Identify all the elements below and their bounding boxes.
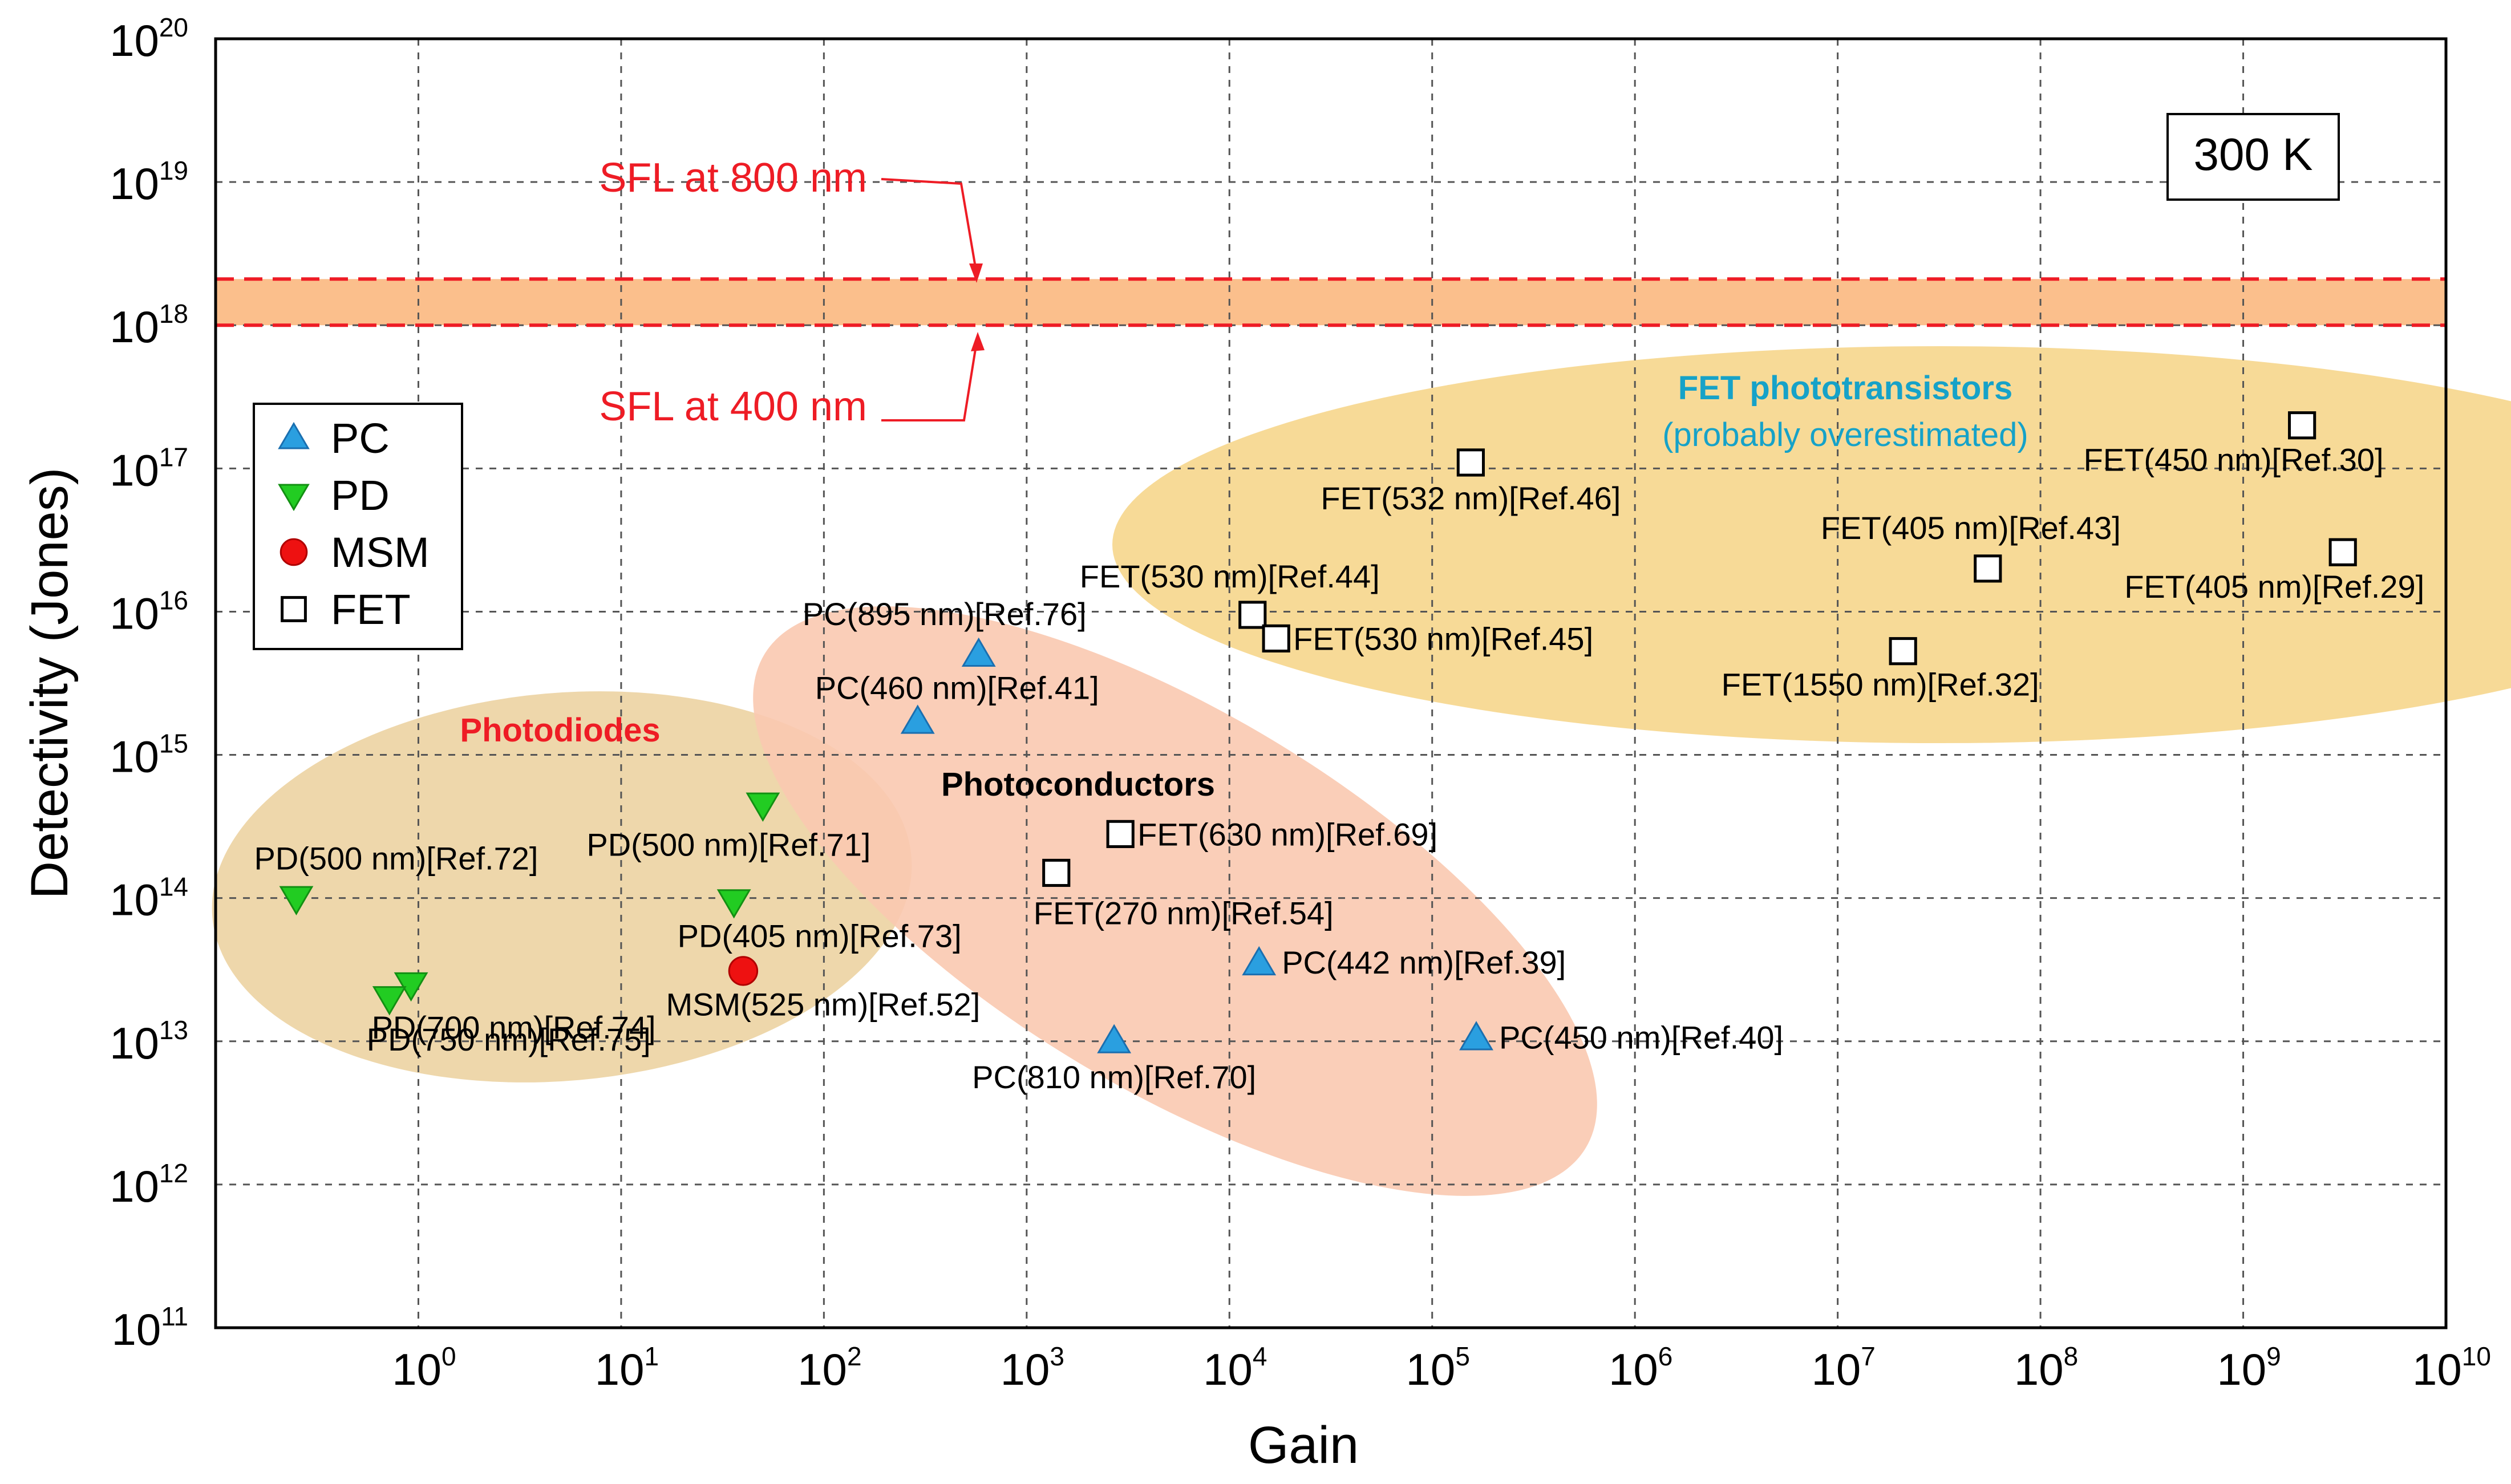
label-fet-5: FET(530 nm)[Ref.45] [1293,621,1593,656]
marker-fet-5 [1262,624,1290,653]
label-pc-3: PC(810 nm)[Ref.70] [972,1059,1256,1095]
marker-pc-0 [961,637,996,667]
label-fet-4: FET(530 nm)[Ref.44] [1080,558,1380,594]
label-msm-0: MSM(525 nm)[Ref.52] [666,986,980,1022]
label-fet-8: FET(270 nm)[Ref.54] [1034,895,1334,931]
photoconductors-region [753,606,1597,1196]
sfl-800nm-label: SFL at 800 nm [599,155,867,201]
marker-fet-1 [2288,411,2316,440]
sfl-800nm-arrow [881,178,983,283]
marker-pc-2 [1242,946,1277,976]
y-tick-2: 1013 [110,1015,188,1068]
marker-fet-2 [1974,554,2002,583]
label-fet-3: FET(405 nm)[Ref.29] [2124,569,2424,605]
legend-label-msm: MSM [331,529,430,576]
data-point-labels: PC(895 nm)[Ref.76] PC(460 nm)[Ref.41] PC(4… [254,442,2424,1095]
marker-fet-8 [1042,858,1071,887]
label-pc-4: PC(450 nm)[Ref.40] [1499,1019,1783,1055]
marker-msm-0 [728,956,759,986]
sfl-band [216,279,2446,326]
marker-fet-7 [1106,820,1135,848]
legend-label-pd: PD [331,472,390,519]
x-tick-3: 103 [1001,1341,1064,1394]
photodiodes-label: Photodiodes [460,712,660,749]
x-tick-8: 108 [2014,1341,2078,1394]
temperature-box: 300 K [2166,113,2340,201]
label-fet-1: FET(450 nm)[Ref.30] [2084,442,2384,478]
legend-marker-pd [278,484,310,512]
grid-lines [216,39,2446,1328]
y-tick-6: 1017 [110,442,188,495]
fet-phototransistors-label: FET phototransistors [1678,370,2012,407]
marker-pc-3 [1097,1024,1132,1053]
marker-pd-1 [746,792,780,822]
x-tick-2: 102 [797,1341,861,1394]
x-tick-9: 109 [2217,1341,2281,1394]
label-pc-1: PC(460 nm)[Ref.41] [815,670,1099,706]
legend-marker-fet [281,596,307,622]
y-tick-labels: 1011 1012 1013 1014 1015 1016 1017 1018 1019 1020 [110,13,188,1355]
marker-pc-1 [900,704,935,734]
fet-phototransistors-sublabel: (probably overestimated) [1662,416,2028,453]
temperature-label: 300 K [2193,129,2312,180]
marker-pd-0 [279,886,314,915]
x-tick-4: 104 [1203,1341,1267,1394]
label-pd-0: PD(500 nm)[Ref.72] [254,841,538,877]
x-tick-5: 105 [1406,1341,1470,1394]
x-tick-10: 1010 [2412,1341,2491,1394]
label-fet-7: FET(630 nm)[Ref.69] [1137,816,1437,852]
label-pd-3: PD(750 nm)[Ref.75] [367,1021,651,1057]
label-pd-1: PD(500 nm)[Ref.71] [586,827,870,863]
x-tick-6: 106 [1609,1341,1672,1394]
legend-label-fet: FET [331,586,411,633]
marker-pd-3 [372,986,407,1016]
sfl-400nm-arrow [881,332,985,421]
photoconductors-label: Photoconductors [941,766,1215,803]
sfl-400nm-label: SFL at 400 nm [599,384,867,429]
y-tick-3: 1014 [110,872,188,925]
x-tick-labels: 100 101 102 103 104 105 106 107 108 109 1010 [392,1341,2491,1394]
y-tick-0: 1011 [111,1301,188,1355]
marker-pd-4 [716,889,751,919]
x-tick-0: 100 [392,1341,456,1394]
data-points-layer [279,411,2357,1053]
label-pc-2: PC(442 nm)[Ref.39] [1282,944,1566,980]
y-tick-4: 1015 [110,729,188,782]
label-fet-6: FET(1550 nm)[Ref.32] [1722,667,2039,703]
fet-phototransistors-region [1112,346,2511,743]
marker-fet-0 [1456,448,1485,477]
label-pc-0: PC(895 nm)[Ref.76] [803,596,1087,632]
legend: PC PD MSM FET [253,403,463,650]
y-tick-5: 1016 [110,585,188,638]
x-axis-label: Gain [1248,1416,1359,1474]
label-fet-0: FET(532 nm)[Ref.46] [1321,480,1621,516]
y-tick-8: 1019 [110,156,188,209]
plot-frame [214,37,2448,1329]
marker-fet-4 [1238,601,1267,629]
legend-label-pc: PC [331,415,390,462]
regions-layer [212,346,2511,1196]
y-tick-9: 1020 [110,13,188,66]
x-tick-7: 107 [1811,1341,1875,1394]
y-tick-1: 1012 [110,1158,188,1211]
label-pd-2: PD(700 nm)[Ref.74] [372,1009,656,1045]
y-tick-7: 1018 [110,299,188,352]
photodiodes-region [212,691,912,1082]
marker-pc-4 [1459,1021,1493,1051]
legend-marker-msm [280,538,308,566]
marker-fet-6 [1889,637,1917,666]
marker-fet-3 [2328,538,2357,566]
x-tick-1: 101 [595,1341,659,1394]
label-fet-2: FET(405 nm)[Ref.43] [1821,510,2121,546]
legend-marker-pc [278,421,310,449]
y-axis-label: Detectivity (Jones) [21,468,79,899]
label-pd-4: PD(405 nm)[Ref.73] [678,918,962,954]
